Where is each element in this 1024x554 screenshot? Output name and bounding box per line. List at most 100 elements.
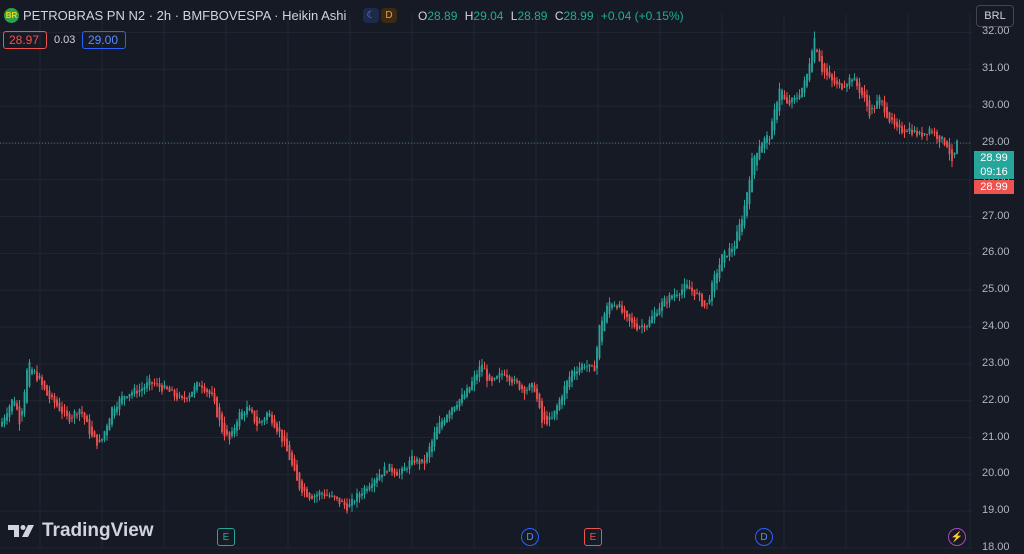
symbol-logo[interactable]: BR [4, 8, 19, 23]
candle-body [578, 367, 581, 373]
candle-body [373, 479, 376, 487]
candle-body [723, 251, 726, 263]
candle-body [826, 68, 828, 76]
bid-button[interactable]: 28.97 [3, 31, 47, 49]
candle-body [656, 313, 658, 316]
candle-body [31, 369, 33, 375]
candle-body [343, 501, 346, 506]
candle-body [688, 286, 691, 290]
earnings-event-icon[interactable]: E [584, 528, 602, 546]
high-value: 29.04 [473, 9, 504, 23]
candle-body [708, 299, 711, 304]
candle-body [236, 421, 238, 431]
candle-body [358, 494, 361, 498]
candle-body [648, 319, 651, 327]
candle-body [283, 435, 286, 442]
candle-body [948, 144, 951, 155]
candle-body [591, 365, 593, 367]
candle-body [678, 294, 681, 296]
candle-body [41, 377, 43, 386]
candle-body [203, 386, 206, 392]
candle-body [261, 420, 263, 423]
candle-body [33, 371, 36, 373]
candle-body [508, 376, 511, 382]
dividend-event-icon[interactable]: D [755, 528, 773, 546]
candle-body [246, 406, 248, 415]
candle-body [533, 385, 536, 392]
candle-body [138, 389, 141, 393]
candle-body [878, 96, 881, 105]
candle-body [613, 305, 616, 307]
candle-body [46, 385, 48, 396]
candle-body [133, 387, 136, 394]
candle-body [101, 438, 103, 441]
delay-badge[interactable]: D [381, 8, 397, 23]
split-event-icon[interactable]: ⚡ [948, 528, 966, 546]
candle-body [263, 418, 266, 422]
price-tick-label: 19.00 [982, 504, 1010, 517]
tradingview-watermark[interactable]: TradingView [8, 520, 154, 542]
candle-body [171, 389, 173, 391]
earnings-event-icon[interactable]: E [217, 528, 235, 546]
candle-body [63, 410, 66, 412]
symbol-title[interactable]: PETROBRAS PN N2 · 2h · BMFBOVESPA · Heik… [23, 8, 347, 23]
dividend-event-icon[interactable]: D [521, 528, 539, 546]
candle-body [368, 486, 371, 490]
candle-body [476, 374, 478, 381]
candle-body [186, 397, 188, 399]
candle-body [56, 399, 58, 406]
candle-body [796, 97, 798, 99]
candles [1, 31, 958, 514]
candle-body [43, 381, 46, 390]
candle-body [851, 79, 853, 82]
candle-body [528, 384, 531, 391]
spread-value: 0.03 [54, 34, 76, 46]
candle-body [178, 395, 181, 397]
candle-body [286, 438, 288, 452]
candle-body [676, 294, 678, 296]
candle-body [51, 394, 53, 398]
candle-body [16, 403, 18, 410]
open-label: O [418, 9, 428, 23]
candle-body [661, 301, 663, 312]
candle-body [93, 431, 96, 438]
candle-body [213, 393, 216, 402]
candle-body [446, 414, 448, 422]
candle-body [556, 405, 558, 415]
candle-body [336, 496, 338, 499]
candle-body [181, 395, 183, 399]
currency-button[interactable]: BRL [976, 5, 1014, 27]
candle-body [788, 100, 791, 105]
candle-body [271, 414, 273, 424]
candle-body [888, 112, 891, 122]
moon-icon[interactable]: ☾ [363, 8, 379, 23]
price-tick-label: 24.00 [982, 320, 1010, 333]
candle-body [266, 412, 268, 421]
candle-body [828, 71, 831, 77]
price-tick-label: 32.00 [982, 25, 1010, 38]
candle-body [598, 325, 601, 358]
candle-body [561, 396, 563, 405]
candle-body [356, 493, 358, 502]
candle-body [713, 274, 716, 292]
candle-body [801, 87, 803, 97]
candle-body [836, 80, 838, 84]
last-price-tag: 28.99 [974, 151, 1014, 165]
candle-body [831, 74, 833, 81]
candle-body [401, 468, 403, 474]
price-tick-label: 29.00 [982, 135, 1010, 148]
candle-body [866, 94, 868, 107]
candle-body [773, 109, 776, 131]
candle-body [668, 294, 671, 303]
candle-body [821, 56, 823, 72]
candle-body [323, 493, 326, 497]
ask-button[interactable]: 29.00 [82, 31, 126, 49]
candle-body [733, 246, 736, 251]
candle-body [751, 158, 753, 193]
candle-body [546, 415, 548, 425]
candle-body [876, 100, 878, 109]
candle-body [88, 418, 91, 435]
candle-body [728, 247, 731, 257]
ohlc-legend: O28.89 H29.04 L28.89 C28.99 +0.04 (+0.15… [418, 9, 684, 23]
